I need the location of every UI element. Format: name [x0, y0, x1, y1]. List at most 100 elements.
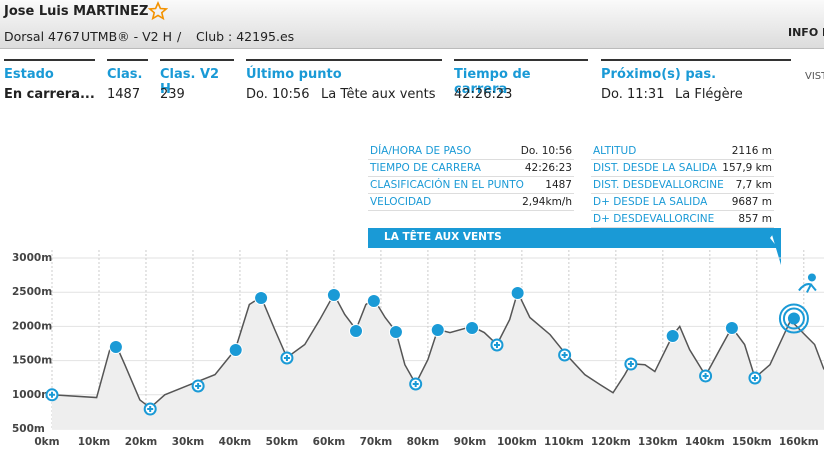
- plus-icon: [412, 380, 419, 387]
- info-value: 2,94km/h: [522, 196, 572, 208]
- stat: Tiempo de carrera 42:26:23: [454, 59, 588, 106]
- runner-name: Jose Luis MARTINEZ: [4, 4, 149, 19]
- plus-icon: [702, 372, 709, 379]
- x-tick-label: 10km: [78, 436, 111, 448]
- x-tick-label: 40km: [219, 436, 252, 448]
- info-row: DIST. DESDE LA SALIDA 157,9 km: [591, 160, 774, 177]
- current-ring: [778, 303, 809, 334]
- checkpoint: [510, 286, 525, 301]
- stat-value: 1487: [107, 87, 141, 102]
- stat: Estado En carrera...: [4, 59, 95, 106]
- checkpoint: [326, 288, 341, 303]
- stat-label: Tiempo de carrera: [454, 67, 531, 97]
- info-label: ALTITUD: [593, 145, 637, 157]
- plus-icon: [195, 382, 202, 389]
- checkpoint: [724, 320, 739, 335]
- x-tick-label: 20km: [125, 436, 158, 448]
- checkpoint: [665, 328, 680, 343]
- banner-text: LA TÊTE AUX VENTS: [384, 230, 502, 243]
- info-label: D+ DESDE LA SALIDA: [593, 196, 708, 208]
- stat-place: La Flégère: [675, 87, 743, 102]
- info-value: 42:26:23: [524, 162, 572, 174]
- x-tick-label: 110km: [544, 436, 584, 448]
- plus-icon: [627, 361, 634, 368]
- profile-area: [52, 292, 824, 429]
- info-row: VELOCIDAD 2,94km/h: [368, 194, 574, 211]
- y-tick-label: 2000m: [12, 320, 52, 332]
- info-label: VELOCIDAD: [370, 196, 432, 208]
- separator: /: [177, 29, 182, 44]
- info-value: Do. 10:56: [520, 145, 572, 157]
- x-tick-label: 70km: [360, 436, 393, 448]
- plus-icon: [751, 374, 758, 381]
- checkpoint: [465, 320, 480, 335]
- x-tick-label: 30km: [172, 436, 205, 448]
- stat: Último punto Do. 10:56 La Tête aux vents: [246, 59, 442, 106]
- plus-icon: [283, 355, 290, 362]
- stat-value: En carrera...: [4, 87, 95, 102]
- info-value: 9687 m: [731, 196, 772, 208]
- star-icon: [148, 1, 168, 21]
- info-row: TIEMPO DE CARRERA 42:26:23: [368, 160, 574, 177]
- favorite-star[interactable]: [148, 1, 168, 21]
- plus-icon: [493, 342, 500, 349]
- y-tick-label: 2500m: [12, 286, 52, 298]
- x-tick-label: 90km: [454, 436, 487, 448]
- stat: Clas. V2 H 239: [160, 59, 234, 106]
- profile-line: [51, 290, 824, 409]
- x-tick-label: 140km: [685, 436, 725, 448]
- runner-icon: [807, 273, 816, 282]
- stat: Próximo(s) pas. Do. 11:31 La Flégère: [601, 59, 791, 106]
- stat-label: Estado: [4, 67, 54, 82]
- checkpoint: [228, 342, 243, 357]
- header: Jose Luis MARTINEZ Dorsal 4767 UTMB® - V…: [0, 0, 824, 49]
- bib: Dorsal 4767: [4, 29, 80, 44]
- info-tab[interactable]: INFO D: [788, 26, 824, 39]
- x-tick-label: 80km: [407, 436, 440, 448]
- stat-value: 239: [160, 87, 185, 102]
- banner: [368, 228, 778, 248]
- y-tick-label: 3000m: [12, 252, 52, 264]
- stat-label: Clas. V2 H: [160, 67, 220, 97]
- banner-pointer: [770, 228, 781, 265]
- plus-icon: [561, 351, 568, 358]
- info-value: 2116 m: [731, 145, 772, 157]
- info-label: CLASIFICACIÓN EN EL PUNTO: [370, 179, 524, 191]
- y-tick-label: 1000m: [12, 389, 52, 401]
- checkpoint: [430, 323, 445, 338]
- checkpoint: [388, 325, 403, 340]
- plus-icon: [49, 391, 55, 398]
- x-tick-label: 120km: [591, 436, 631, 448]
- stat-time: Do. 11:31: [601, 87, 665, 102]
- info-row: D+ DESDE LA SALIDA 9687 m: [591, 194, 774, 211]
- current-ring: [782, 307, 805, 330]
- stat-time: Do. 10:56: [246, 87, 310, 102]
- side-link[interactable]: VIST: [805, 71, 824, 82]
- stat-label: Último punto: [246, 67, 342, 82]
- checkpoint: [349, 323, 364, 338]
- info-value: 7,7 km: [735, 179, 772, 191]
- y-tick-label: 500m: [12, 423, 45, 435]
- club: Club : 42195.es: [196, 29, 295, 44]
- info-label: DIST. DESDE LA SALIDA: [593, 162, 717, 174]
- checkpoint: [366, 294, 381, 309]
- x-tick-label: 60km: [313, 436, 346, 448]
- stat: Clas. 1487: [107, 59, 148, 106]
- checkpoint: [254, 291, 269, 306]
- info-label: DÍA/HORA DE PASO: [370, 145, 472, 157]
- race-category: UTMB® - V2 H: [81, 29, 172, 44]
- runner-icon: [798, 283, 817, 293]
- plus-icon: [147, 406, 154, 413]
- info-row: D+ DESDEVALLORCINE 857 m: [591, 211, 774, 228]
- info-value: 1487: [545, 179, 572, 191]
- info-value: 157,9 km: [722, 162, 772, 174]
- info-label: TIEMPO DE CARRERA: [370, 162, 481, 174]
- current-position: [787, 312, 800, 325]
- y-tick-label: 1500m: [12, 355, 52, 367]
- x-tick-label: 130km: [638, 436, 678, 448]
- stat-value: 42:26:23: [454, 87, 513, 102]
- checkpoint: [108, 339, 123, 354]
- info-row: DIST. DESDEVALLORCINE 7,7 km: [591, 177, 774, 194]
- stat-label: Próximo(s) pas.: [601, 67, 717, 82]
- info-row: DÍA/HORA DE PASO Do. 10:56: [368, 143, 574, 160]
